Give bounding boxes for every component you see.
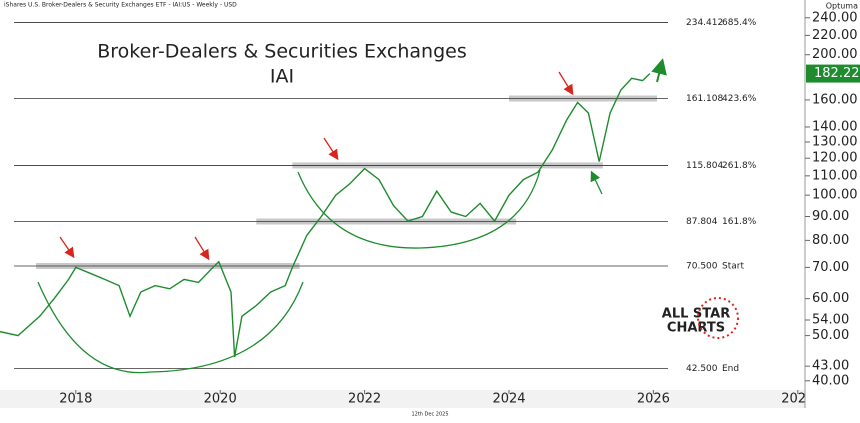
- x-tick-label: 2020: [204, 392, 237, 407]
- annotations: [37, 58, 667, 374]
- last-value-badge: [806, 64, 860, 83]
- level-label: 87.804: [686, 217, 718, 227]
- price-line: [0, 73, 651, 358]
- brand: Optuma: [826, 2, 858, 11]
- y-tick-label: 80.00: [812, 233, 849, 248]
- y-tick-label: 90.00: [812, 209, 849, 224]
- arrow: [59, 236, 75, 259]
- arrow: [651, 58, 667, 83]
- x-tick-label: 2022: [348, 392, 381, 407]
- level-label: 234.412: [686, 18, 723, 28]
- y-tick-label: 40.00: [812, 373, 849, 388]
- y-tick-label: 120.00: [812, 151, 858, 166]
- watermark: ALL STAR: [662, 307, 730, 322]
- arrow: [590, 170, 603, 195]
- y-tick-label: 220.00: [812, 28, 858, 43]
- y-tick-label: 50.00: [812, 328, 849, 343]
- chart-subtitle: IAI: [270, 66, 294, 88]
- arrow: [323, 137, 339, 161]
- header: iShares U.S. Broker-Dealers & Security E…: [4, 2, 237, 9]
- x-tick-label: 2024: [492, 392, 525, 407]
- y-tick-label: 43.00: [812, 359, 849, 374]
- logo-ring: [697, 297, 739, 339]
- y-tick-label: 100.00: [812, 188, 858, 203]
- level-tag: Start: [722, 261, 744, 271]
- level-tag: 423.6%: [722, 94, 757, 104]
- level-tag: 261.8%: [722, 161, 757, 171]
- last-value-label: 182.22: [814, 66, 860, 81]
- y-tick-label: 140.00: [812, 119, 858, 134]
- y-tick-label: 200.00: [812, 47, 858, 62]
- y-tick-label: 70.00: [812, 260, 849, 275]
- level-tag: 161.8%: [722, 217, 757, 227]
- x-axis-band: [0, 390, 805, 408]
- arc: [297, 169, 541, 249]
- y-tick-label: 130.00: [812, 134, 858, 149]
- y-tick-label: 54.00: [812, 313, 849, 328]
- level-label: 70.500: [686, 261, 718, 271]
- level-label: 42.500: [686, 364, 718, 374]
- level-tag: End: [722, 364, 739, 374]
- level-tag: 685.4%: [722, 18, 757, 28]
- level-label: 115.804: [686, 161, 723, 171]
- x-tick-label: 2018: [59, 392, 92, 407]
- chart-title: Broker-Dealers & Securities Exchanges: [97, 41, 466, 63]
- arrow: [194, 236, 210, 261]
- y-tick-label: 160.00: [812, 92, 858, 107]
- y-tick-label: 110.00: [812, 168, 858, 183]
- y-tick-label: 240.00: [812, 10, 858, 25]
- x-tick-label: 2026: [637, 392, 670, 407]
- level-label: 161.108: [686, 94, 723, 104]
- watermark: CHARTS: [667, 321, 725, 336]
- date-stamp: 12th Dec 2025: [411, 412, 448, 418]
- x-axis: 2018 2020 2022 2024 2026 2028: [59, 390, 814, 407]
- arc: [37, 281, 304, 374]
- y-tick-label: 60.00: [812, 291, 849, 306]
- arrow: [558, 71, 574, 96]
